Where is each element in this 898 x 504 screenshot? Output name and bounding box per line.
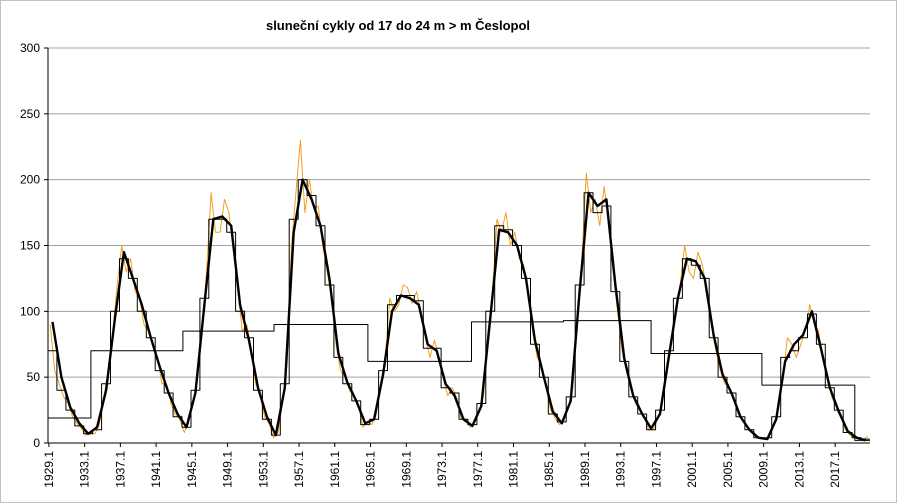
series-line: [48, 320, 870, 441]
y-tick-label: 300: [20, 41, 40, 55]
x-tick-label: 1993.1: [614, 451, 628, 488]
x-tick-label: 1969.1: [399, 451, 413, 488]
x-tick-label: 1957.1: [292, 451, 306, 488]
x-tick-label: 1929.1: [42, 451, 56, 488]
y-tick-label: 150: [20, 239, 40, 253]
x-tick-label: 1973.1: [435, 451, 449, 488]
x-tick-label: 1933.1: [78, 451, 92, 488]
x-tick-label: 1985.1: [542, 451, 556, 488]
x-tick-label: 1997.1: [649, 451, 663, 488]
x-tick-label: 1989.1: [578, 451, 592, 488]
y-tick-label: 100: [20, 304, 40, 318]
y-tick-label: 200: [20, 173, 40, 187]
x-tick-label: 2005.1: [721, 451, 735, 488]
y-tick-label: 250: [20, 107, 40, 121]
x-tick-label: 1981.1: [507, 451, 521, 488]
x-tick-label: 2009.1: [757, 451, 771, 488]
chart-title: sluneční cykly od 17 do 24 m > m Česlopo…: [266, 18, 530, 33]
x-tick-label: 1945.1: [185, 451, 199, 488]
x-tick-label: 2013.1: [792, 451, 806, 488]
x-tick-label: 1961.1: [328, 451, 342, 488]
x-tick-label: 1977.1: [471, 451, 485, 488]
x-tick-label: 1965.1: [364, 451, 378, 488]
x-tick-label: 1949.1: [221, 451, 235, 488]
x-tick-label: 2017.1: [828, 451, 842, 488]
y-tick-label: 50: [27, 370, 41, 384]
y-tick-label: 0: [33, 436, 40, 450]
x-tick-label: 1937.1: [113, 451, 127, 488]
x-tick-label: 2001.1: [685, 451, 699, 488]
x-tick-label: 1953.1: [256, 451, 270, 488]
series-line: [51, 178, 866, 442]
x-tick-label: 1941.1: [149, 451, 163, 488]
